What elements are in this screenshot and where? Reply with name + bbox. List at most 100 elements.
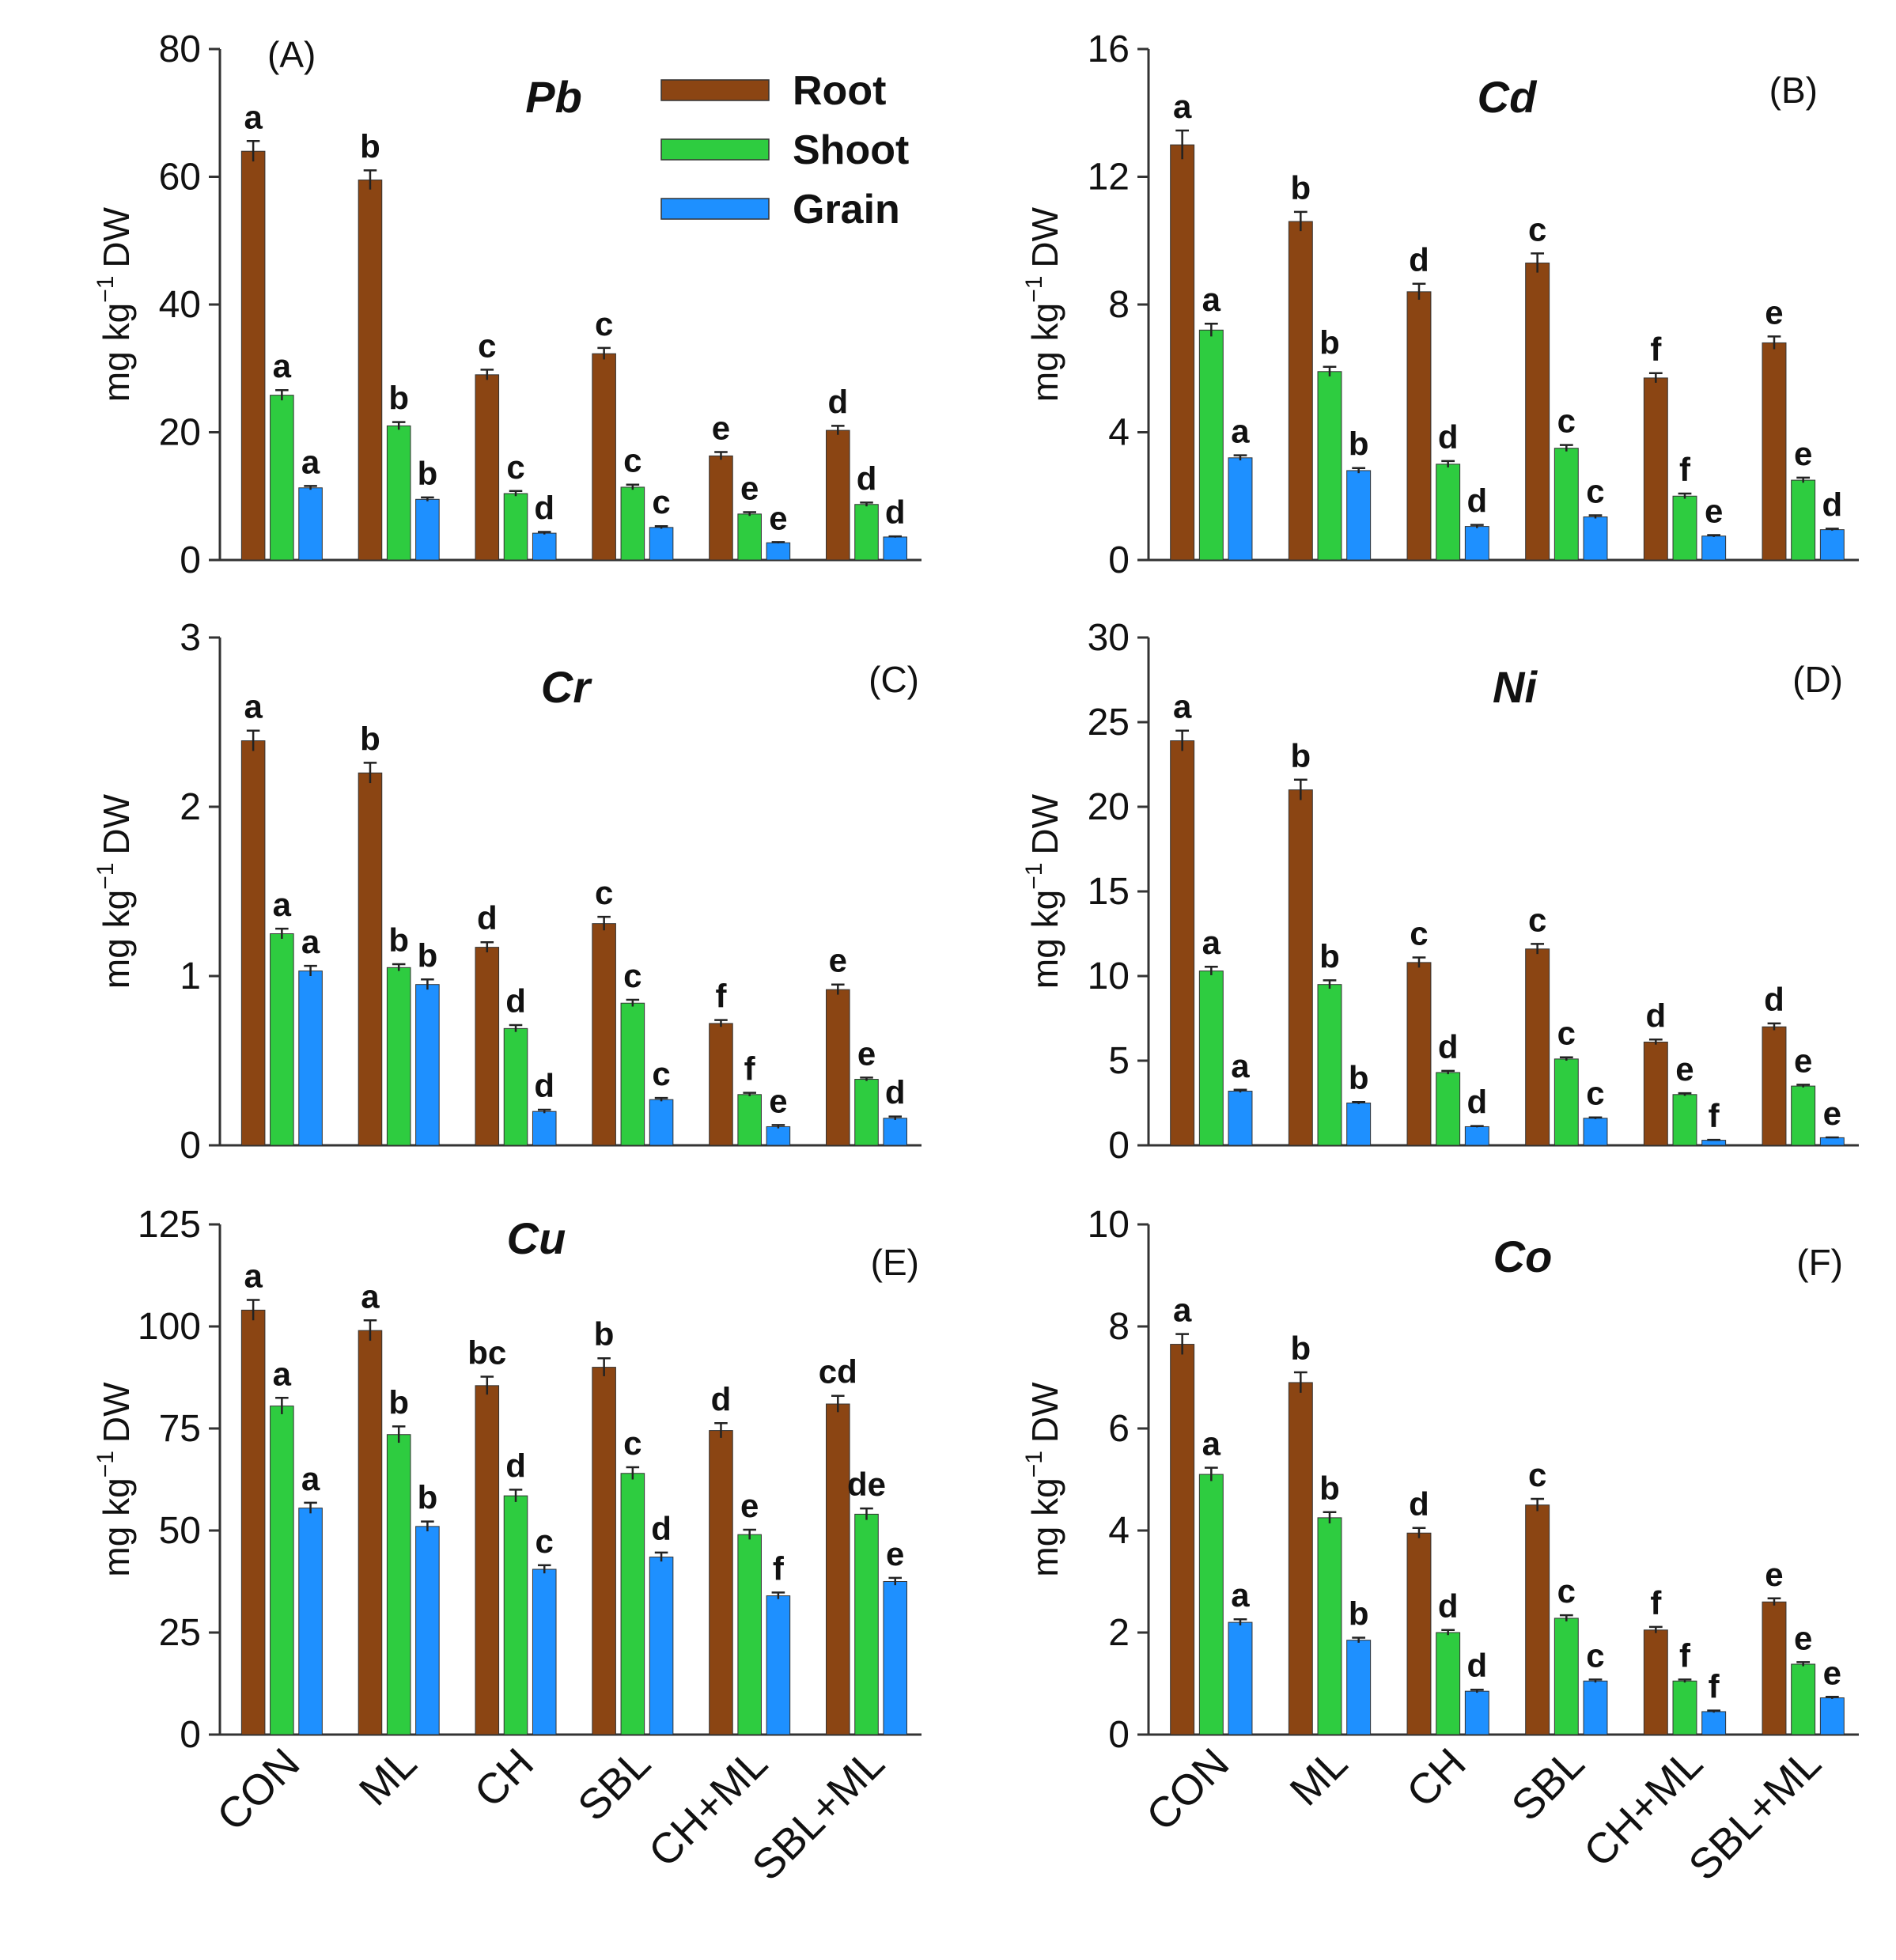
sig-letter-shoot-ml: b [1319, 1470, 1340, 1507]
bar-root-sbl-ml [1762, 1026, 1787, 1146]
bar-grain-con [1228, 1091, 1253, 1146]
y-axis-title-sup: −1 [1021, 863, 1047, 890]
bar-shoot-ml [1317, 1517, 1342, 1735]
sig-letter-shoot-sbl: c [1557, 403, 1576, 440]
x-category-label-ch: CH [465, 1739, 543, 1817]
sig-letter-shoot-ch-ml: e [1675, 1050, 1694, 1088]
sig-letter-shoot-con: a [1202, 281, 1221, 318]
bar-root-ch-ml [1643, 377, 1668, 561]
bar-shoot-ml [1317, 371, 1342, 561]
y-tick-label: 4 [1108, 1510, 1130, 1552]
bar-grain-sbl [649, 527, 674, 561]
sig-letter-shoot-ml: b [388, 1383, 409, 1421]
element-title: Cu [507, 1213, 566, 1263]
sig-letter-root-ch-ml: f [715, 978, 727, 1015]
bar-grain-ch-ml [766, 1595, 791, 1735]
x-category-label-ml: ML [1281, 1739, 1357, 1814]
sig-letter-root-ch: d [477, 899, 498, 936]
y-tick-label: 0 [1108, 1714, 1130, 1756]
y-axis-title-main: mg kg [96, 890, 137, 989]
bar-root-sbl [1525, 1504, 1550, 1735]
bar-shoot-ch [503, 493, 528, 561]
sig-letter-shoot-sbl: c [1557, 1572, 1576, 1610]
sig-letter-shoot-ch-ml: e [740, 1487, 759, 1524]
bar-grain-sbl-ml [1819, 1137, 1845, 1146]
y-axis-title: mg kg−1 DW [1021, 206, 1065, 402]
bar-root-sbl [1525, 263, 1550, 561]
y-tick-label: 8 [1108, 1306, 1130, 1348]
sig-letter-shoot-sbl: c [623, 957, 641, 994]
legend-label-grain: Grain [793, 187, 900, 233]
legend-label-root: Root [793, 68, 886, 114]
bar-shoot-ch [1436, 1072, 1461, 1146]
bar-shoot-con [1198, 1474, 1224, 1735]
y-tick-label: 1 [180, 955, 201, 997]
sig-letter-root-con: a [1173, 1292, 1192, 1329]
bar-grain-ml [1346, 1103, 1372, 1146]
y-axis-title-main: mg kg [96, 303, 137, 402]
bar-shoot-ch-ml [737, 1534, 762, 1735]
bar-root-ch [475, 374, 500, 561]
bar-shoot-sbl-ml [1791, 1085, 1816, 1146]
y-axis-title: mg kg−1 DW [93, 1382, 137, 1577]
sig-letter-shoot-sbl-ml: e [1794, 435, 1812, 472]
bar-root-sbl [1525, 948, 1550, 1146]
y-tick-label: 0 [180, 1714, 201, 1756]
bar-grain-ml [415, 1526, 440, 1735]
sig-letter-grain-sbl-ml: e [1823, 1654, 1841, 1691]
sig-letter-shoot-ch-ml: f [744, 1050, 756, 1088]
sig-letter-shoot-ml: b [388, 921, 409, 959]
bar-shoot-ch-ml [1672, 495, 1697, 561]
bar-shoot-sbl-ml [854, 504, 879, 561]
bar-shoot-con [1198, 971, 1224, 1146]
sig-letter-grain-sbl-ml: d [885, 1074, 906, 1111]
bar-shoot-sbl-ml [1791, 479, 1816, 561]
sig-letter-root-ml: b [360, 720, 380, 757]
sig-letter-shoot-ch: d [1438, 418, 1459, 456]
sig-letter-grain-ch: c [535, 1523, 554, 1560]
sig-letter-root-ch: c [1410, 914, 1428, 952]
bar-shoot-con [270, 1406, 294, 1735]
legend: Root Shoot Grain [660, 68, 909, 233]
sig-letter-grain-sbl: c [652, 483, 670, 520]
bar-grain-sbl-ml [1819, 1697, 1845, 1735]
y-tick-label: 25 [1088, 702, 1130, 744]
y-tick-label: 20 [159, 412, 201, 454]
sig-letter-root-ch-ml: e [712, 410, 730, 447]
sig-letter-grain-ml: b [418, 936, 438, 974]
panel-tag: (F) [1796, 1242, 1843, 1283]
bar-shoot-ch [503, 1495, 528, 1735]
y-axis-title-tail: DW [96, 793, 137, 854]
y-tick-label: 30 [1088, 617, 1130, 659]
bar-root-sbl-ml [826, 989, 850, 1146]
sig-letter-grain-con: a [301, 443, 320, 480]
bar-grain-con [298, 487, 323, 561]
bar-shoot-ch [1436, 464, 1461, 561]
bar-root-sbl-ml [1762, 1601, 1787, 1735]
bar-root-sbl-ml [826, 429, 850, 561]
bar-grain-sbl [649, 1557, 674, 1735]
bar-root-con [1170, 1344, 1195, 1735]
y-tick-label: 12 [1088, 157, 1130, 199]
y-tick-label: 0 [180, 1125, 201, 1167]
sig-letter-shoot-con: a [273, 886, 292, 923]
sig-letter-grain-sbl: c [1586, 1075, 1604, 1112]
y-axis-title-sup: −1 [93, 1451, 119, 1478]
sig-letter-shoot-con: a [1202, 924, 1221, 961]
bar-grain-sbl-ml [883, 536, 908, 561]
bar-grain-ml [415, 984, 440, 1146]
bar-shoot-ml [1317, 984, 1342, 1146]
bar-shoot-ml [386, 1434, 411, 1735]
x-category-label-sbl: SBL [569, 1739, 660, 1830]
sig-letter-root-ml: a [361, 1277, 380, 1315]
sig-letter-shoot-sbl: c [623, 442, 641, 479]
panel-tag: (B) [1769, 70, 1818, 111]
sig-letter-shoot-con: a [1202, 1425, 1221, 1462]
bar-grain-ch [532, 532, 557, 561]
y-axis-title-tail: DW [96, 206, 137, 267]
y-axis-title: mg kg−1 DW [1021, 1382, 1065, 1577]
y-axis-title-sup: −1 [1021, 1451, 1047, 1478]
bar-shoot-sbl [620, 1002, 645, 1146]
